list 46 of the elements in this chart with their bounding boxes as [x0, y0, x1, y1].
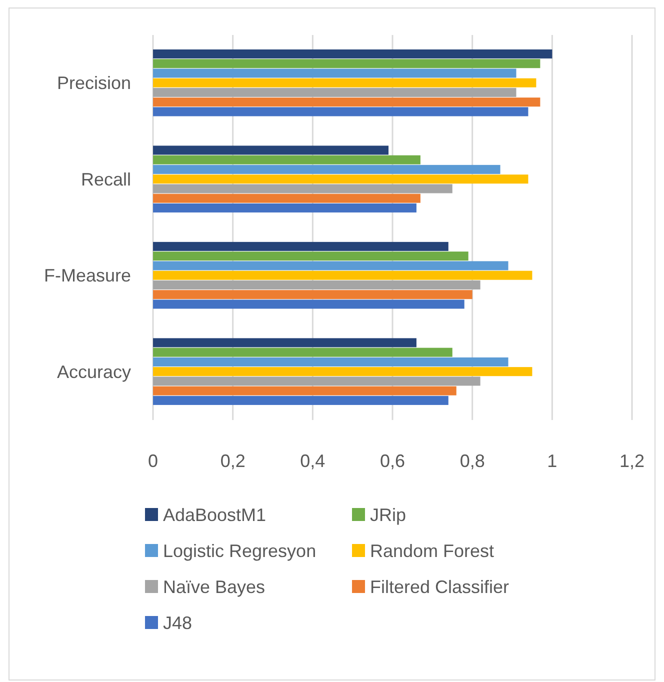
bar — [153, 194, 420, 203]
x-tick-label: 0,6 — [380, 451, 406, 471]
bar — [153, 242, 448, 251]
x-tick-label: 1,2 — [619, 451, 645, 471]
bar — [153, 59, 540, 68]
legend-label: Filtered Classifier — [370, 577, 510, 597]
legend-label: Logistic Regresyon — [163, 541, 316, 561]
x-tick-label: 0 — [148, 451, 158, 471]
bar — [153, 290, 472, 300]
bar — [153, 88, 516, 97]
bar — [153, 184, 452, 194]
bar — [153, 78, 536, 88]
legend-label: JRip — [370, 505, 406, 525]
x-tick-label: 1 — [547, 451, 558, 471]
bar — [153, 367, 532, 376]
x-tick-label: 0,2 — [220, 451, 246, 471]
bar — [153, 98, 540, 107]
y-tick-label: Precision — [56, 73, 131, 94]
bar — [153, 174, 528, 184]
bar — [153, 155, 420, 164]
x-tick-label: 0,4 — [300, 451, 326, 471]
bar — [153, 107, 528, 116]
bar — [153, 386, 456, 396]
bar — [153, 280, 480, 290]
legend-label: Random Forest — [370, 541, 494, 561]
bar — [153, 357, 508, 366]
bar — [153, 203, 416, 212]
bar — [153, 338, 416, 348]
bar — [153, 68, 516, 78]
legend-label: Naïve Bayes — [163, 577, 266, 597]
x-tick-label: 0,8 — [460, 451, 485, 471]
bar — [153, 376, 480, 386]
bar — [153, 146, 389, 155]
bar — [153, 396, 448, 405]
legend-label: AdaBoostM1 — [163, 505, 266, 525]
legend-label: J48 — [163, 613, 192, 633]
bar — [153, 300, 464, 309]
bar — [153, 348, 452, 357]
bar — [153, 49, 552, 58]
y-tick-label: Recall — [80, 169, 131, 190]
bar — [153, 261, 508, 270]
bar — [153, 252, 468, 261]
y-tick-label: Accuracy — [56, 362, 131, 382]
y-tick-label: F-Measure — [44, 266, 131, 286]
bar — [153, 164, 500, 174]
bar — [153, 270, 532, 280]
